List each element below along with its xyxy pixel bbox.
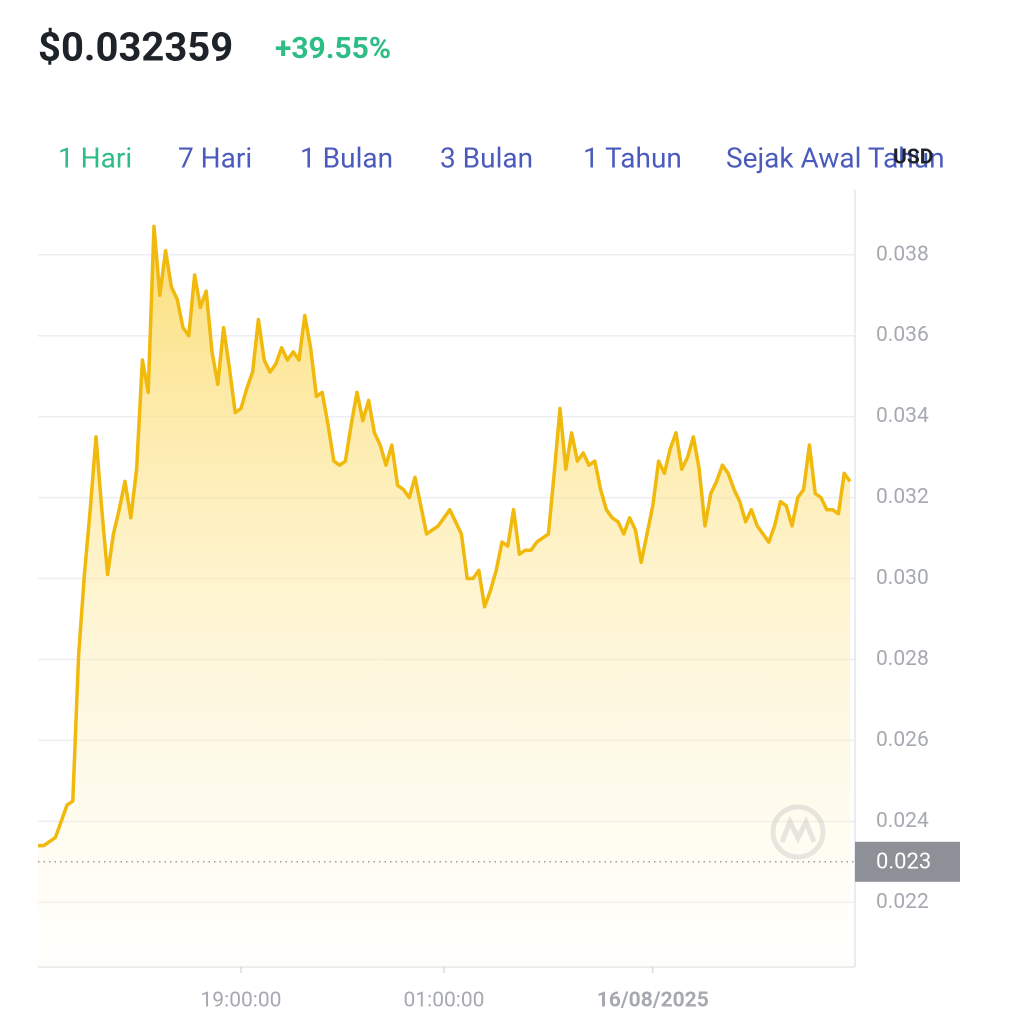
y-tick-label: 0.026 bbox=[876, 728, 929, 752]
time-range-tab[interactable]: 3 Bulan bbox=[440, 141, 533, 174]
y-tick-label: 0.030 bbox=[876, 566, 929, 590]
y-tick-label: 0.038 bbox=[876, 242, 929, 266]
y-tick-label: 0.036 bbox=[876, 323, 929, 347]
reference-box bbox=[855, 841, 960, 882]
x-tick-label: 19:00:00 bbox=[201, 989, 282, 1013]
watermark bbox=[770, 804, 826, 860]
y-tick-label: 0.034 bbox=[876, 404, 929, 428]
x-tick-label: 16/08/2025 bbox=[597, 989, 709, 1013]
reference-label: 0.023 bbox=[876, 850, 931, 875]
y-tick-label: 0.024 bbox=[876, 809, 929, 833]
time-range-tab[interactable]: 1 Hari bbox=[58, 141, 132, 174]
price-change: +39.55% bbox=[275, 31, 391, 66]
plot: 0.022 0.024 0.026 0.028 0.030 0.032 0.034 0.036… bbox=[38, 190, 960, 1013]
time-range-tab[interactable]: 1 Bulan bbox=[300, 141, 393, 174]
price-line bbox=[38, 224, 852, 848]
price: $0.032359 bbox=[38, 24, 233, 71]
y-tick-label: 0.028 bbox=[876, 647, 929, 671]
y-tick-label: 0.022 bbox=[876, 890, 929, 914]
time-range-tab[interactable]: Sejak Awal Tahun bbox=[726, 141, 945, 174]
time-range-tab[interactable]: 7 Hari bbox=[178, 141, 252, 174]
y-tick-label: 0.032 bbox=[876, 485, 929, 509]
currency: USD bbox=[893, 146, 933, 170]
tab-bar: 1 Hari 7 Hari 1 Bulan 3 Bulan 1 Tahun Sejak A… bbox=[58, 141, 945, 174]
time-range-tab[interactable]: 1 Tahun bbox=[583, 141, 682, 174]
price-area bbox=[38, 226, 850, 967]
x-tick-label: 01:00:00 bbox=[404, 989, 485, 1013]
